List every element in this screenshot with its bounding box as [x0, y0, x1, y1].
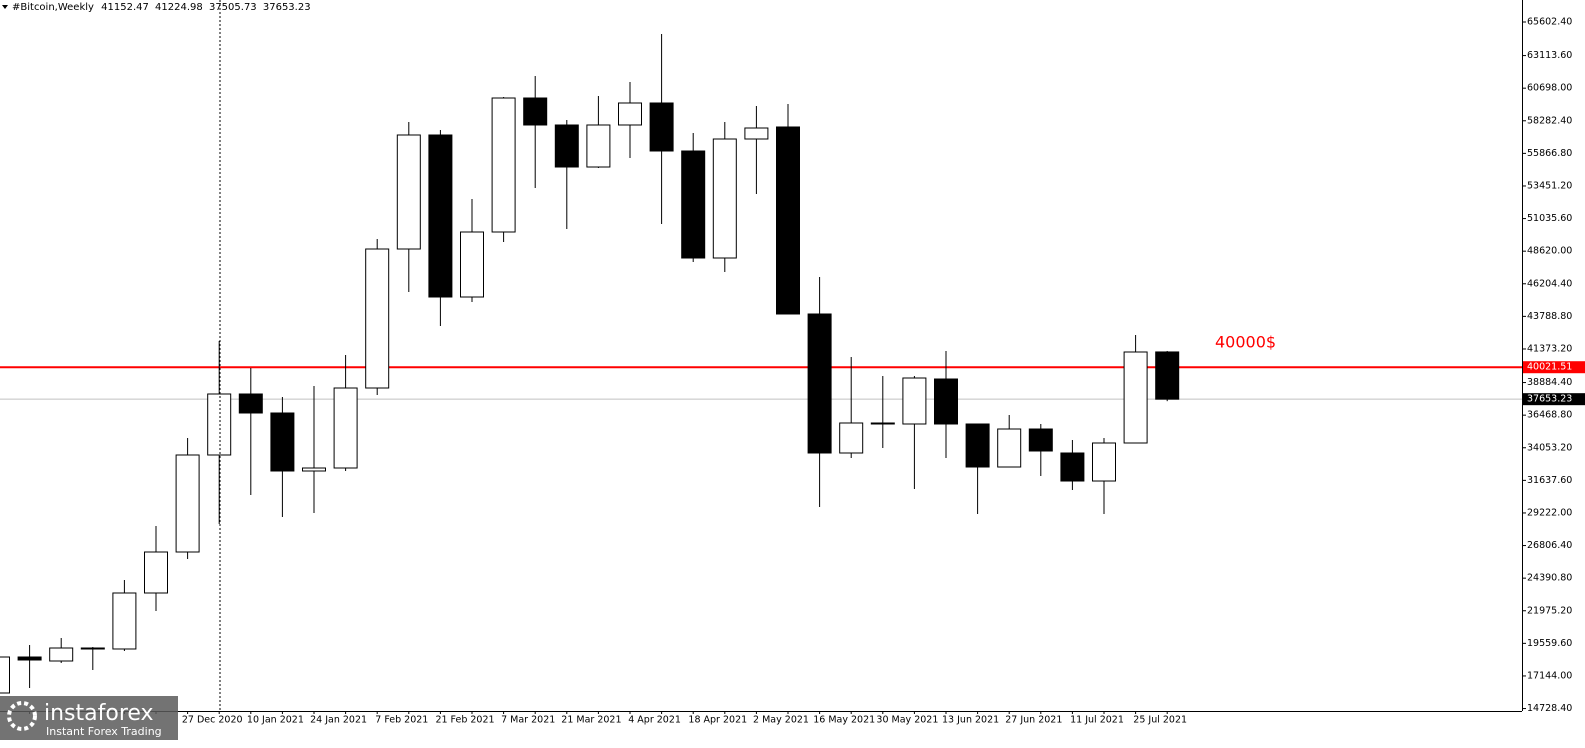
y-tick-label: 55866.80	[1527, 148, 1572, 159]
candle-body	[618, 102, 642, 126]
candle-body	[934, 378, 958, 425]
header-high: 41224.98	[155, 2, 203, 13]
x-tick-label: 18 Apr 2021	[688, 715, 747, 726]
y-tick-label: 46204.40	[1527, 278, 1572, 289]
candle-body	[144, 551, 168, 594]
candle-body	[870, 422, 895, 425]
candle-body	[0, 656, 10, 694]
x-tick-label: 27 Dec 2020	[182, 715, 243, 726]
price-tag	[1523, 361, 1585, 374]
candle-body	[460, 231, 484, 298]
candle-body	[965, 423, 990, 468]
y-tick-label: 65602.40	[1527, 16, 1572, 27]
candle-body	[554, 124, 579, 168]
candle-body	[270, 412, 295, 472]
header-open: 41152.47	[101, 2, 149, 13]
candle-body	[1092, 442, 1116, 482]
candle-body	[839, 422, 864, 454]
price-tag-label: 40021.51	[1527, 362, 1572, 373]
candle-body	[1060, 452, 1085, 482]
x-tick-label: 7 Feb 2021	[375, 715, 428, 726]
annotation: 40000$	[1215, 333, 1276, 352]
y-tick-label: 34053.20	[1527, 442, 1572, 453]
y-tick-label: 63113.60	[1527, 50, 1572, 61]
y-tick-label: 26806.40	[1527, 540, 1572, 551]
chart-header: #Bitcoin,Weekly 41152.47 41224.98 37505.…	[12, 2, 311, 13]
header-low: 37505.73	[209, 2, 257, 13]
candle-body	[112, 592, 137, 650]
candle-body	[1155, 351, 1180, 400]
candle-body	[1123, 351, 1148, 444]
y-tick-label: 24390.80	[1527, 573, 1572, 584]
logo-box	[0, 696, 178, 740]
y-tick-label: 36468.80	[1527, 410, 1572, 421]
x-tick-label: 10 Jan 2021	[247, 715, 304, 726]
candle-body	[744, 127, 769, 140]
y-tick-label: 60698.00	[1527, 83, 1572, 94]
candle-body	[302, 467, 326, 472]
candle-body	[712, 138, 737, 259]
plot-area: 40000$	[0, 33, 1522, 694]
x-tick-label: 21 Mar 2021	[561, 715, 621, 726]
y-tick-label: 21975.20	[1527, 605, 1572, 616]
candle-body	[523, 97, 548, 126]
candle-body	[365, 248, 390, 389]
x-tick-label: 30 May 2021	[876, 715, 938, 726]
candle-body	[238, 393, 263, 414]
candle-body	[681, 150, 706, 259]
x-tick-label: 16 May 2021	[813, 715, 875, 726]
y-tick-label: 19559.60	[1527, 638, 1572, 649]
x-tick-label: 4 Apr 2021	[628, 715, 681, 726]
symbol: #Bitcoin,Weekly	[12, 2, 94, 13]
price-tag	[1523, 393, 1585, 406]
y-tick-label: 43788.80	[1527, 311, 1572, 322]
candle-body	[49, 647, 74, 662]
candle-body	[997, 428, 1022, 468]
y-tick-label: 53451.20	[1527, 180, 1572, 191]
y-tick-label: 17144.00	[1527, 670, 1572, 681]
candle-body	[1028, 428, 1053, 452]
y-tick-label: 58282.40	[1527, 115, 1572, 126]
candle-body	[491, 97, 516, 233]
x-tick-label: 7 Mar 2021	[501, 715, 555, 726]
candle-body	[649, 102, 674, 152]
header-close: 37653.23	[263, 2, 311, 13]
y-tick-label: 31637.60	[1527, 475, 1572, 486]
logo-icon	[7, 701, 37, 731]
price-tag-label: 37653.23	[1527, 394, 1572, 405]
candle-body	[807, 313, 832, 454]
y-tick-label: 48620.00	[1527, 246, 1572, 257]
x-tick-label: 2 May 2021	[753, 715, 809, 726]
y-tick-label: 29222.00	[1527, 507, 1572, 518]
candle-body	[776, 126, 800, 315]
y-tick-label: 41373.20	[1527, 343, 1572, 354]
candle-body	[80, 647, 105, 650]
y-tick-label: 14728.40	[1527, 703, 1572, 714]
logo-tagline: Instant Forex Trading	[46, 725, 162, 738]
y-tick-label: 51035.60	[1527, 213, 1572, 224]
candle-body	[902, 377, 927, 425]
x-tick-label: 11 Jul 2021	[1070, 715, 1124, 726]
candle-body	[428, 134, 453, 298]
x-tick-label: 27 Jun 2021	[1005, 715, 1062, 726]
candle-body	[586, 124, 611, 168]
candle-body	[207, 393, 232, 456]
x-tick-label: 13 Jun 2021	[942, 715, 999, 726]
candle-body	[17, 656, 42, 661]
candle-body	[175, 454, 200, 553]
y-tick-label: 38884.40	[1527, 377, 1572, 388]
x-tick-label: 25 Jul 2021	[1133, 715, 1187, 726]
logo-name: instaforex	[44, 701, 154, 726]
candle-body	[333, 387, 358, 469]
menu-arrow	[2, 5, 8, 9]
x-tick-label: 24 Jan 2021	[310, 715, 367, 726]
candle-body	[396, 134, 421, 250]
x-tick-label: 21 Feb 2021	[435, 715, 494, 726]
